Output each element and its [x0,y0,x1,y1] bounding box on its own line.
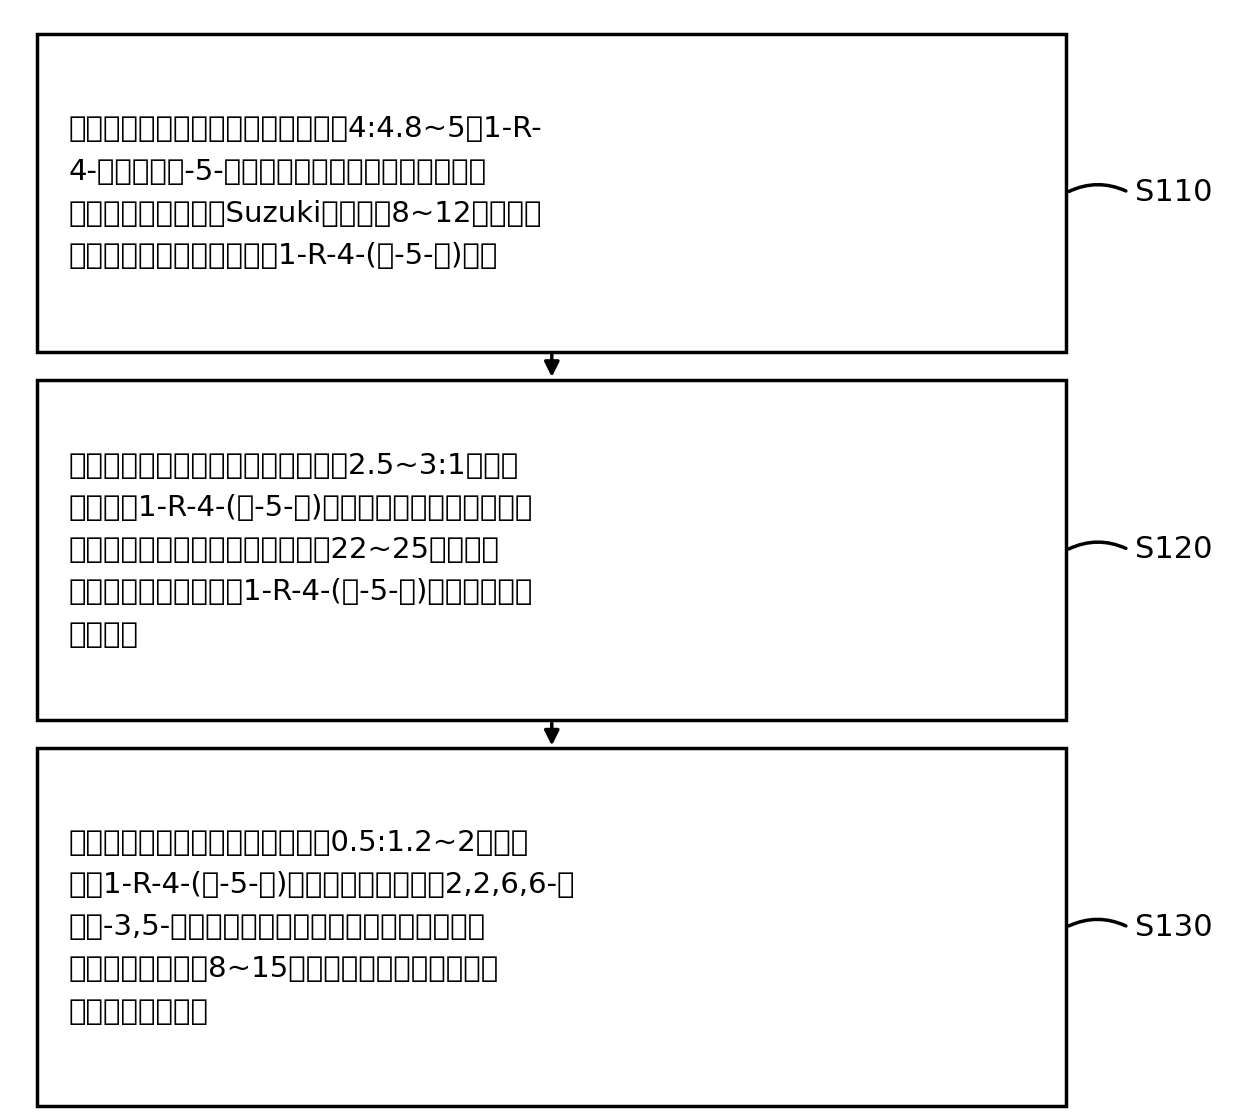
FancyBboxPatch shape [37,380,1066,720]
FancyBboxPatch shape [37,748,1066,1106]
Text: 在第一惰性气体氛围中，按摩尔比为4:4.8~5将1-R-
4-溴酞嗪和茈-5-硼酸溶于第一溶剂中，加入催化剂
和碳酸盐溶液，进行Suzuki偶联反应8~12小时: 在第一惰性气体氛围中，按摩尔比为4:4.8~5将1-R- 4-溴酞嗪和茈-5-硼… [68,115,542,270]
Text: 在第二惰性气体氛围中，按摩尔比为2.5~3:1将环金
属主配体1-R-4-(茈-5-基)酞嗪和三水合三氯化铱溶于
第二溶剂中，加热至回流状态反应22~25小时，: 在第二惰性气体氛围中，按摩尔比为2.5~3:1将环金 属主配体1-R-4-(茈-… [68,451,532,649]
Text: S120: S120 [1135,535,1213,564]
FancyBboxPatch shape [37,34,1066,352]
Text: S130: S130 [1135,913,1213,942]
Text: S110: S110 [1135,178,1213,207]
Text: 在第三惰性气体氛围中，按摩尔比0.5:1.2~2将主配
体为1-R-4-(茈-5-基)酞嗪的氯桥二聚物和2,2,6,6-四
甲基-3,5-庚二酮溶于第三溶剂中，: 在第三惰性气体氛围中，按摩尔比0.5:1.2~2将主配 体为1-R-4-(茈-5… [68,829,574,1025]
